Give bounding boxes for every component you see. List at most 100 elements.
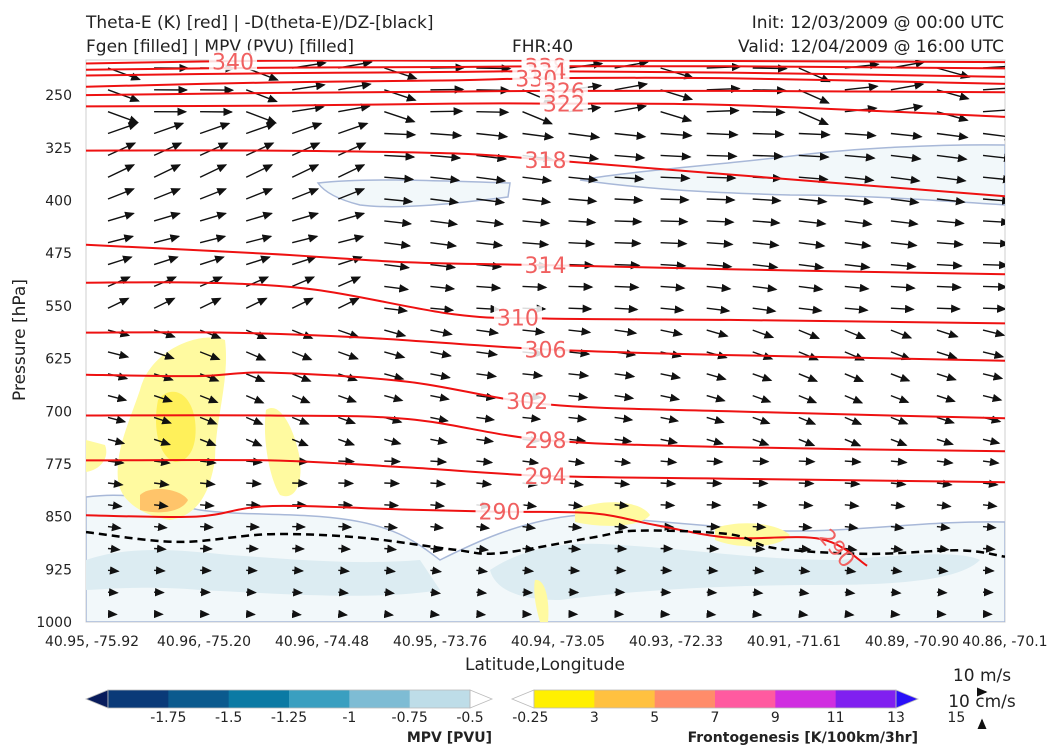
circulation-vector <box>200 457 217 467</box>
circulation-vector <box>614 81 649 91</box>
circulation-vector <box>660 111 693 123</box>
circulation-vector <box>337 609 348 619</box>
theta-e-contour-line <box>86 281 1005 325</box>
circulation-vector <box>890 197 920 206</box>
stability-line <box>86 529 1005 558</box>
circulation-vector <box>384 262 410 271</box>
circulation-vector <box>890 240 918 249</box>
x-tick-label: 40.89, -70.90 <box>865 634 959 650</box>
circulation-vector <box>107 501 123 510</box>
circulation-vector <box>706 173 737 183</box>
circulation-vector <box>107 544 121 553</box>
circulation-vector <box>199 234 227 244</box>
circulation-vector <box>798 305 823 315</box>
circulation-vector <box>291 416 310 425</box>
circulation-vector <box>291 276 316 288</box>
colorbar-segment <box>108 690 169 708</box>
x-tick-label: 40.95, -75.92 <box>45 634 139 650</box>
circulation-vector <box>199 142 229 157</box>
contour-label-bg <box>521 254 570 275</box>
circulation-vector <box>292 566 304 575</box>
circulation-vector <box>107 164 136 178</box>
circulation-vector <box>476 371 498 380</box>
circulation-vector <box>153 437 172 446</box>
circulation-vector <box>338 457 356 466</box>
circulation-vector <box>936 373 957 382</box>
colorbar-tick-label: 5 <box>650 710 659 726</box>
colorbar-tick-label: -1.75 <box>150 710 186 726</box>
circulation-vector <box>107 297 130 309</box>
y-tick-label: 850 <box>45 510 72 526</box>
circulation-vector <box>706 283 732 293</box>
circulation-vector <box>384 566 396 575</box>
circulation-vector <box>476 327 500 337</box>
circulation-vector <box>337 164 366 178</box>
circulation-vector <box>706 239 734 249</box>
circulation-vector <box>430 457 448 466</box>
colorbar-tick-label: -1 <box>342 710 356 726</box>
circulation-vector <box>568 457 586 467</box>
wind-key-vertical: 10 cm/s <box>948 692 1016 712</box>
circulation-vector <box>476 349 499 358</box>
circulation-vector <box>936 566 949 575</box>
theta-e-contour-line <box>86 76 1005 88</box>
circulation-vector <box>384 394 404 403</box>
circulation-vector <box>292 81 326 91</box>
x-tick-label: 40.96, -74.48 <box>275 634 369 650</box>
circulation-vector <box>890 544 904 554</box>
colorbar-arrow-left <box>84 689 109 709</box>
circulation-vector <box>982 457 1000 467</box>
colorbar-outline <box>107 689 471 709</box>
circulation-vector <box>245 351 267 361</box>
circulation-vector <box>844 197 874 206</box>
circulation-vector <box>568 239 596 248</box>
circulation-vector <box>153 329 176 339</box>
circulation-vector <box>199 416 218 425</box>
colorbar-segment <box>534 690 595 708</box>
circulation-vector <box>292 211 320 222</box>
circulation-vector <box>384 372 405 381</box>
y-tick-label: 400 <box>45 194 72 210</box>
circulation-vector <box>890 218 919 228</box>
circulation-vector <box>890 304 915 314</box>
circulation-vector <box>384 240 412 250</box>
x-axis-label: Latitude,Longitude <box>465 655 625 675</box>
circulation-vector <box>614 304 639 314</box>
circulation-vector <box>982 260 1005 270</box>
circulation-vector <box>338 211 366 222</box>
circulation-vector <box>844 566 857 575</box>
circulation-vector <box>844 219 873 228</box>
circulation-vector <box>660 500 676 510</box>
theta-e-contour-line <box>86 89 1005 97</box>
circulation-vector <box>752 457 770 466</box>
circulation-vector <box>982 153 1005 163</box>
circulation-vector <box>384 457 402 466</box>
circulation-vector <box>752 262 779 271</box>
circulation-vector <box>890 261 917 271</box>
circulation-vector <box>338 544 351 553</box>
circulation-vector <box>660 436 679 446</box>
circulation-vector <box>107 211 135 222</box>
circulation-vector <box>982 501 998 510</box>
mpv-fill-upper-2 <box>579 144 1005 206</box>
circulation-vector <box>568 392 589 401</box>
circulation-vector <box>936 329 959 339</box>
circulation-vector <box>890 479 907 488</box>
circulation-vector <box>291 438 309 447</box>
circulation-vector <box>107 122 139 135</box>
circulation-vector <box>291 142 321 157</box>
circulation-vector <box>844 130 877 140</box>
circulation-vector <box>798 284 824 293</box>
circulation-vector <box>798 500 814 510</box>
circulation-vector <box>706 329 729 338</box>
circulation-vector <box>522 588 534 597</box>
circulation-vector <box>936 282 962 292</box>
x-tick-label: 40.94, -73.05 <box>511 634 605 650</box>
circulation-vector <box>936 522 951 532</box>
circulation-vector <box>798 152 830 161</box>
x-tick-label: 40.91, -71.61 <box>747 634 841 650</box>
circulation-vector <box>338 522 353 531</box>
circulation-vector <box>798 240 826 250</box>
circulation-vector <box>844 329 866 340</box>
circulation-vector <box>844 153 876 162</box>
